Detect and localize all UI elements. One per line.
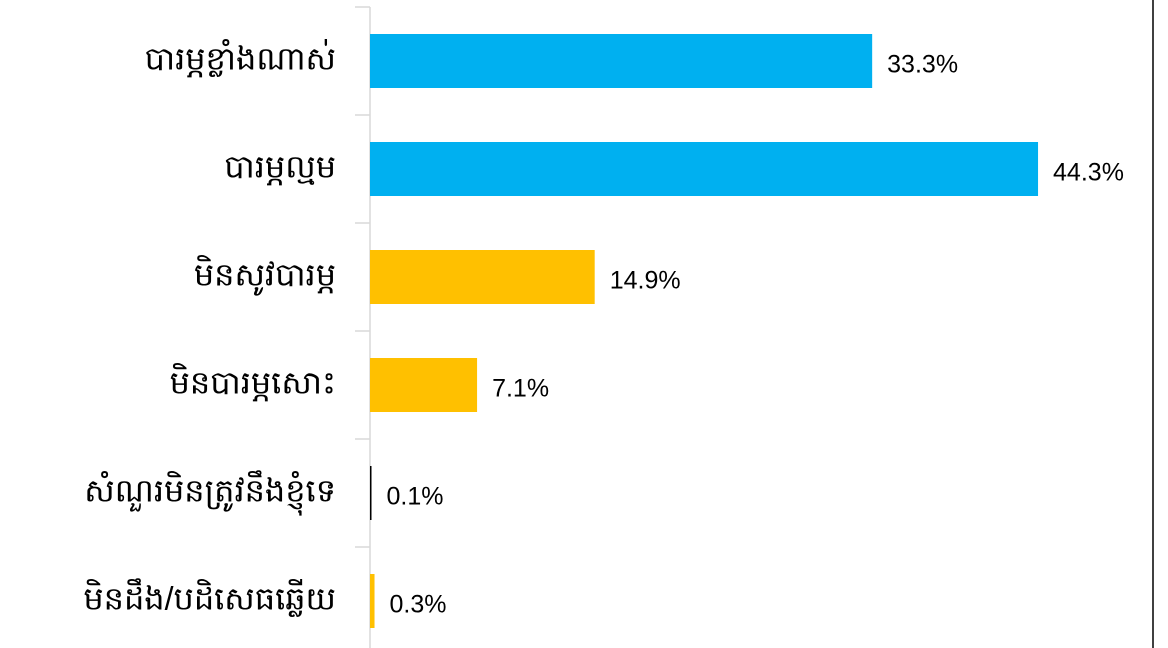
bar bbox=[370, 574, 375, 628]
value-label: 14.9% bbox=[610, 267, 681, 295]
category-label: បារម្ភល្មម bbox=[224, 148, 336, 185]
value-label: 7.1% bbox=[492, 375, 549, 403]
category-label: បារម្ភខ្លាំងណាស់ bbox=[145, 38, 336, 77]
value-label: 33.3% bbox=[887, 51, 958, 79]
category-label: មិនដឹង/បដិសេធឆ្លើយ bbox=[83, 577, 336, 617]
value-label: 0.1% bbox=[387, 483, 444, 511]
bar bbox=[370, 466, 372, 520]
category-label: មិនបារម្ភសោះ bbox=[170, 362, 336, 401]
value-label: 0.3% bbox=[390, 591, 447, 619]
bar bbox=[370, 142, 1039, 196]
category-label: សំណួរមិនត្រូវនឹងខ្ញុំទេ bbox=[84, 469, 336, 516]
value-label: 44.3% bbox=[1053, 159, 1124, 187]
bar bbox=[370, 34, 873, 88]
bar bbox=[370, 358, 478, 412]
bar bbox=[370, 250, 595, 304]
category-label: មិនសូវបារម្ភ bbox=[194, 254, 336, 296]
